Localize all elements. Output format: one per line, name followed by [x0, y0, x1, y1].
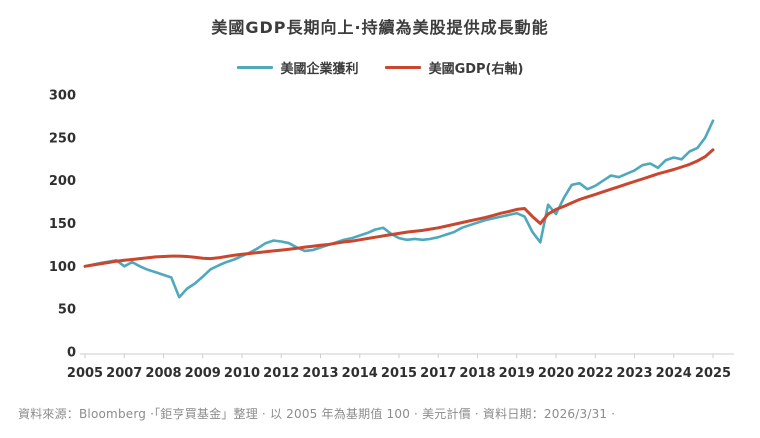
x-axis-label: 2010: [224, 366, 260, 381]
legend-line-swatch: [236, 66, 273, 69]
x-axis-label: 2012: [263, 366, 299, 381]
x-axis-label: 2007: [106, 366, 142, 381]
x-axis-label: 2015: [381, 366, 417, 381]
legend-label: 美國GDP(右軸): [428, 62, 524, 77]
legend-item-0: 美國企業獲利: [236, 58, 359, 77]
source-note: 資料來源：Bloomberg ·「鉅亨買基金」整理 · 以 2005 年為基期值…: [18, 407, 616, 421]
chart-title: 美國GDP長期向上·持續為美股提供成長動能: [211, 18, 549, 37]
y-axis-label: 300: [49, 89, 76, 104]
x-axis-label: 2019: [499, 366, 535, 381]
profit-series-line: [83, 119, 715, 299]
x-axis-label: 2024: [656, 366, 692, 381]
legend-item-1: 美國GDP(右軸): [384, 58, 524, 77]
y-axis-label: 150: [49, 217, 76, 232]
x-axis-label: 2009: [185, 366, 221, 381]
x-axis-label: 2008: [145, 366, 181, 381]
legend-label: 美國企業獲利: [280, 62, 359, 77]
y-axis-label: 250: [49, 131, 76, 146]
y-axis-label: 50: [58, 303, 76, 318]
x-axis-label: 2025: [695, 366, 731, 381]
y-axis-label: 100: [49, 260, 76, 275]
x-axis-label: 2022: [577, 366, 613, 381]
y-axis-label: 0: [67, 346, 76, 361]
legend: 美國企業獲利 美國GDP(右軸): [0, 58, 760, 77]
x-axis-label: 2013: [302, 366, 338, 381]
x-axis-label: 2005: [67, 366, 103, 381]
x-axis-label: 2020: [538, 366, 574, 381]
y-axis-label: 200: [49, 174, 76, 189]
x-axis-label: 2023: [616, 366, 652, 381]
x-axis-label: 2014: [342, 366, 378, 381]
legend-line-swatch: [384, 66, 421, 69]
gdp-series-line: [83, 148, 715, 268]
x-axis-label: 2017: [420, 366, 456, 381]
x-axis-label: 2018: [459, 366, 495, 381]
